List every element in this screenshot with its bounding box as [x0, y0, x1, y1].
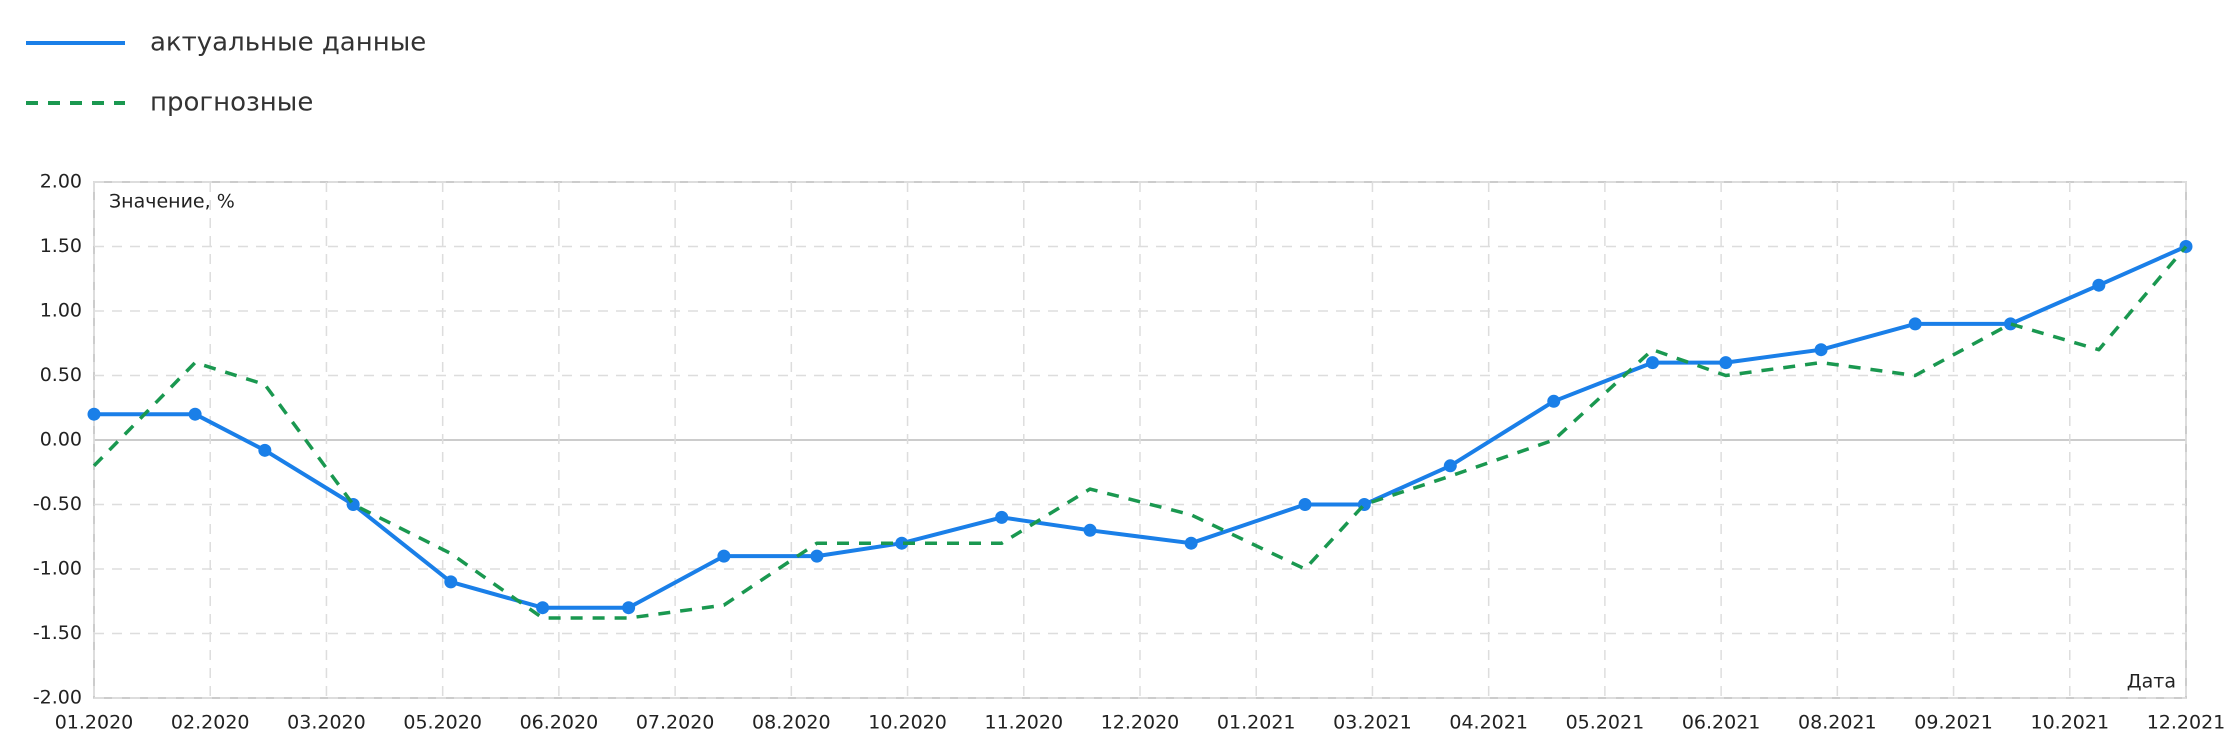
x-axis-label: Дата — [2127, 671, 2176, 693]
y-tick-label: 2.00 — [40, 171, 82, 193]
x-tick-label: 08.2021 — [1798, 712, 1877, 734]
x-tick-label: 09.2021 — [1914, 712, 1993, 734]
data-point — [2004, 317, 2018, 331]
data-point — [1443, 459, 1457, 473]
data-point — [1083, 523, 1097, 537]
legend-label: прогнозные — [150, 88, 313, 118]
x-tick-label: 06.2020 — [520, 712, 599, 734]
y-tick-label: 1.50 — [40, 235, 82, 257]
y-tick-label: 1.00 — [40, 300, 82, 322]
x-tick-label: 11.2020 — [984, 712, 1063, 734]
data-point — [1298, 498, 1312, 511]
x-tick-label: 04.2021 — [1449, 712, 1528, 734]
data-point — [622, 601, 636, 615]
x-tick-label: 06.2021 — [1682, 712, 1761, 734]
y-tick-label: 0.50 — [40, 364, 82, 386]
data-point — [1814, 343, 1828, 357]
x-tick-label: 10.2020 — [868, 712, 947, 734]
data-point — [1908, 317, 1922, 331]
x-tick-label: 08.2020 — [752, 712, 831, 734]
data-point — [444, 575, 458, 589]
data-point — [87, 407, 101, 421]
x-tick-label: 07.2020 — [636, 712, 715, 734]
data-point — [717, 549, 731, 563]
series-line — [94, 244, 2187, 610]
data-point — [258, 443, 272, 457]
y-tick-label: -0.50 — [33, 493, 82, 515]
data-point — [895, 536, 909, 550]
x-tick-label: 01.2020 — [55, 712, 134, 734]
data-point — [1719, 356, 1733, 370]
data-point — [536, 601, 550, 615]
data-point — [188, 407, 202, 421]
x-tick-label: 10.2021 — [2030, 712, 2109, 734]
data-point — [1184, 536, 1198, 550]
x-tick-label: 12.2020 — [1101, 712, 1180, 734]
x-tick-label: 03.2020 — [287, 712, 366, 734]
y-tick-label: -2.00 — [33, 687, 82, 709]
data-point — [995, 510, 1009, 524]
x-tick-label: 02.2020 — [171, 712, 250, 734]
y-axis-label: Значение, % — [109, 191, 235, 213]
data-point — [1646, 356, 1660, 370]
x-tick-label: 01.2021 — [1217, 712, 1296, 734]
y-tick-label: -1.50 — [33, 622, 82, 644]
x-tick-label: 05.2021 — [1566, 712, 1645, 734]
series-line — [92, 245, 2188, 620]
data-point — [2092, 278, 2106, 292]
y-tick-label: -1.00 — [33, 558, 82, 580]
x-tick-label: 03.2021 — [1333, 712, 1412, 734]
legend-label: актуальные данные — [150, 28, 426, 58]
data-point — [1547, 394, 1561, 408]
y-tick-label: 0.00 — [40, 429, 82, 451]
x-tick-label: 12.2021 — [2147, 712, 2226, 734]
x-tick-label: 05.2020 — [403, 712, 482, 734]
data-point — [810, 549, 824, 563]
